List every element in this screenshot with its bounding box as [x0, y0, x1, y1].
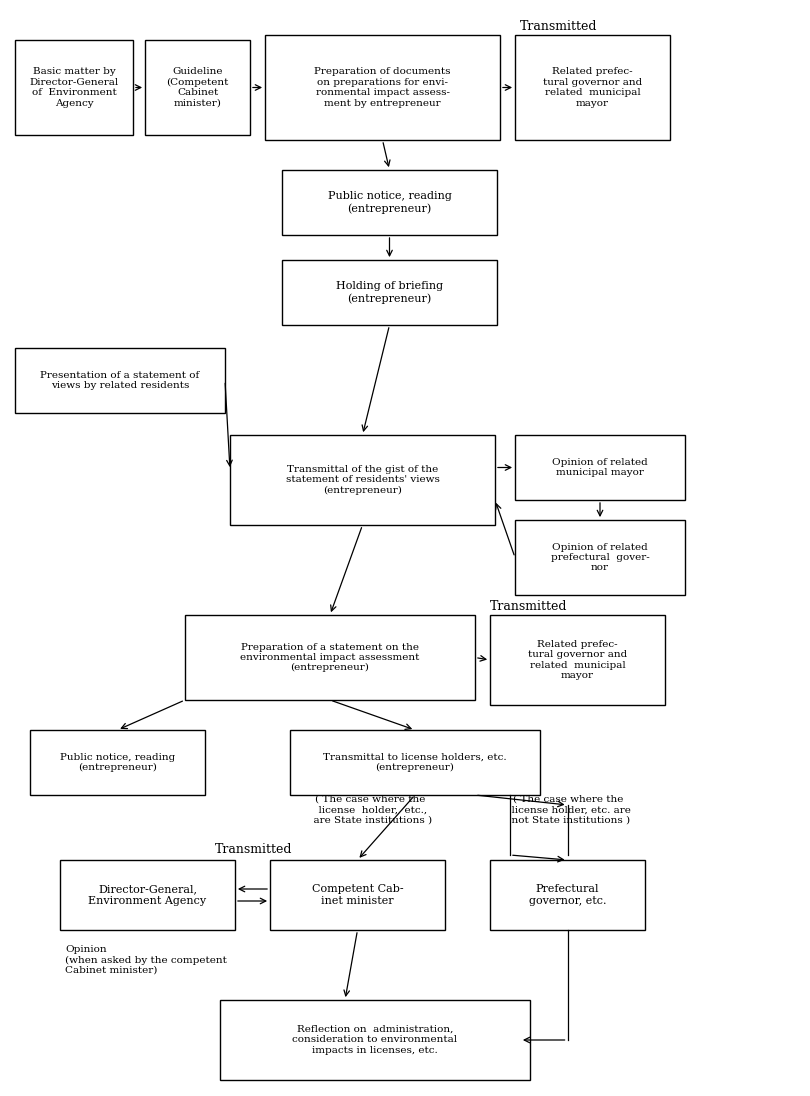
Text: Opinion of related
municipal mayor: Opinion of related municipal mayor	[552, 458, 648, 477]
Bar	[15, 349, 225, 413]
Text: Prefectural
governor, etc.: Prefectural governor, etc.	[529, 884, 606, 905]
Text: Reflection on  administration,
consideration to environmental
impacts in license: Reflection on administration, considerat…	[292, 1025, 458, 1054]
Bar	[30, 730, 205, 795]
Text: Presentation of a statement of
views by related residents: Presentation of a statement of views by …	[40, 370, 199, 390]
Text: ( The case where the
  license  holder,  etc.,
  are State institutions ): ( The case where the license holder, etc…	[308, 795, 433, 825]
Text: Related prefec-
tural governor and
related  municipal
mayor: Related prefec- tural governor and relat…	[543, 67, 642, 107]
Bar	[270, 860, 445, 931]
Text: Transmittal of the gist of the
statement of residents' views
(entrepreneur): Transmittal of the gist of the statement…	[286, 465, 440, 495]
Bar	[282, 260, 497, 326]
Text: Transmitted: Transmitted	[520, 20, 598, 33]
Bar	[282, 170, 497, 235]
Text: Competent Cab-
inet minister: Competent Cab- inet minister	[312, 884, 403, 905]
Text: Director-General,
Environment Agency: Director-General, Environment Agency	[88, 884, 207, 905]
Text: Basic matter by
Director-General
of  Environment
Agency: Basic matter by Director-General of Envi…	[29, 67, 118, 107]
Text: Opinion
(when asked by the competent
Cabinet minister): Opinion (when asked by the competent Cab…	[65, 945, 227, 975]
Text: Preparation of a statement on the
environmental impact assessment
(entrepreneur): Preparation of a statement on the enviro…	[241, 642, 420, 673]
Text: Guideline
(Competent
Cabinet
minister): Guideline (Competent Cabinet minister)	[166, 67, 228, 107]
Bar	[230, 435, 495, 525]
Text: Transmitted: Transmitted	[215, 843, 292, 856]
Bar	[290, 730, 540, 795]
Bar	[60, 860, 235, 931]
Bar	[265, 35, 500, 140]
Text: Preparation of documents
on preparations for envi-
ronmental impact assess-
ment: Preparation of documents on preparations…	[314, 67, 450, 107]
Bar	[145, 39, 250, 135]
Bar	[515, 35, 670, 140]
Text: Transmittal to license holders, etc.
(entrepreneur): Transmittal to license holders, etc. (en…	[323, 753, 507, 773]
Text: Holding of briefing
(entrepreneur): Holding of briefing (entrepreneur)	[336, 282, 443, 304]
Bar	[490, 860, 645, 931]
Bar	[15, 39, 133, 135]
Text: ( The case where the
  license holder, etc. are
  not State institutions ): ( The case where the license holder, etc…	[505, 795, 631, 825]
Bar	[515, 520, 685, 595]
Text: Related prefec-
tural governor and
related  municipal
mayor: Related prefec- tural governor and relat…	[528, 640, 627, 681]
Text: Public notice, reading
(entrepreneur): Public notice, reading (entrepreneur)	[60, 753, 175, 773]
Bar	[185, 615, 475, 700]
Bar	[220, 1000, 530, 1080]
Text: Opinion of related
prefectural  gover-
nor: Opinion of related prefectural gover- no…	[551, 543, 650, 572]
Text: Transmitted: Transmitted	[490, 600, 568, 613]
Text: Public notice, reading
(entrepreneur): Public notice, reading (entrepreneur)	[327, 192, 451, 214]
Bar	[490, 615, 665, 705]
Bar	[515, 435, 685, 500]
